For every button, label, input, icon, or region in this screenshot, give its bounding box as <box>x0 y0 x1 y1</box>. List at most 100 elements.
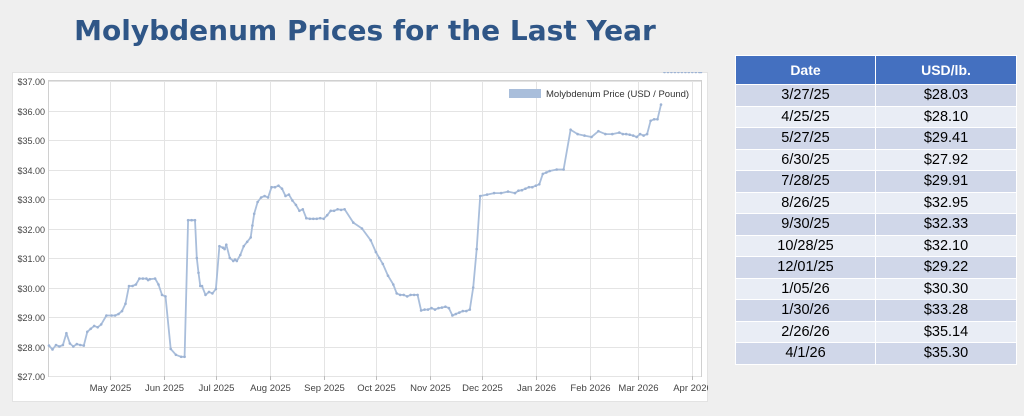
data-point <box>524 187 527 190</box>
data-point <box>110 314 113 317</box>
table-cell-price: $28.03 <box>875 84 1017 107</box>
data-point <box>193 218 197 222</box>
data-point <box>291 199 294 202</box>
table-cell-date: 12/01/25 <box>735 256 876 279</box>
data-point <box>458 311 461 314</box>
table-cell-price: $35.14 <box>875 320 1017 343</box>
data-point <box>548 169 551 173</box>
price-table: Date USD/lb. 3/27/25 $28.03 4/25/25 $28.10 5… <box>735 55 1017 365</box>
data-point <box>576 132 579 136</box>
data-point <box>223 247 226 251</box>
data-point <box>492 191 496 195</box>
data-point <box>61 343 65 347</box>
data-point <box>301 208 305 211</box>
data-point <box>666 72 670 74</box>
table-cell-price: $29.41 <box>875 127 1017 150</box>
data-point <box>433 308 437 311</box>
data-point <box>569 128 572 131</box>
data-point <box>534 184 538 187</box>
data-point <box>305 216 308 220</box>
data-point <box>92 324 96 328</box>
table-row: 4/1/26 $35.30 <box>735 342 1017 365</box>
data-point <box>287 193 291 196</box>
data-point <box>117 312 120 316</box>
y-axis: $27.00 $28.00 $29.00 $30.00 $31.00 $32.00 $33.… <box>17 77 45 382</box>
y-tick-label: $34.00 <box>17 166 45 176</box>
data-point <box>531 185 534 189</box>
data-point <box>694 72 698 74</box>
data-point <box>96 326 99 329</box>
data-point <box>649 119 652 123</box>
table-cell-date: 3/27/25 <box>735 84 876 107</box>
data-point <box>68 342 72 345</box>
data-point <box>378 256 381 260</box>
data-point <box>120 309 124 313</box>
x-tick-label: Jun 2025 <box>145 383 184 394</box>
data-point <box>266 196 270 199</box>
data-point <box>663 72 666 74</box>
x-tick-label: Jul 2025 <box>199 383 235 394</box>
data-point <box>691 72 694 74</box>
data-point <box>409 293 412 297</box>
data-point <box>597 129 600 133</box>
x-axis: May 2025 Jun 2025 Jul 2025 Aug 2025 Sep 2025… <box>90 376 708 394</box>
table-header-row: Date USD/lb. <box>735 55 1017 85</box>
price-chart: $27.00 $28.00 $29.00 $30.00 $31.00 $32.00 $33.… <box>12 72 708 402</box>
data-point <box>499 191 503 195</box>
data-point <box>256 200 259 204</box>
data-point <box>113 314 117 317</box>
data-point <box>89 327 92 331</box>
data-point <box>284 194 287 198</box>
data-point <box>471 286 475 289</box>
data-point <box>153 277 157 280</box>
table-row: 1/30/26 $33.28 <box>735 299 1017 322</box>
y-tick-label: $33.00 <box>17 195 45 205</box>
data-point <box>195 256 199 260</box>
data-point <box>339 208 343 212</box>
data-point <box>451 314 454 317</box>
data-point <box>211 292 214 295</box>
data-point <box>86 330 89 334</box>
data-point <box>280 187 284 190</box>
data-point <box>58 345 61 348</box>
table-cell-date: 6/30/25 <box>735 148 876 171</box>
table-cell-date: 1/05/26 <box>735 277 876 300</box>
page-title: Molybdenum Prices for the Last Year <box>74 14 656 47</box>
data-point <box>562 168 565 171</box>
data-point <box>127 284 131 288</box>
data-point <box>99 323 103 326</box>
data-point <box>343 208 346 211</box>
data-point <box>245 240 249 244</box>
x-tick-label: Apr 2026 <box>673 383 708 394</box>
data-point <box>325 213 329 217</box>
data-point <box>618 131 621 134</box>
data-point <box>402 293 406 297</box>
data-point <box>538 183 541 186</box>
data-point <box>541 172 545 176</box>
data-point <box>645 132 649 136</box>
data-point <box>699 72 703 74</box>
data-point <box>294 203 298 207</box>
data-point <box>141 277 145 280</box>
data-point <box>134 283 138 286</box>
table-cell-price: $27.92 <box>875 148 1017 171</box>
table-row: 4/25/25 $28.10 <box>735 105 1017 128</box>
data-point <box>506 190 510 193</box>
y-tick-label: $32.00 <box>17 225 45 235</box>
data-point <box>465 309 468 313</box>
data-point <box>263 194 266 198</box>
table-cell-date: 2/26/26 <box>735 320 876 343</box>
table-cell-price: $29.91 <box>875 170 1017 193</box>
data-point <box>386 274 390 277</box>
table-cell-price: $32.95 <box>875 191 1017 214</box>
data-point <box>164 295 167 298</box>
table-cell-price: $33.28 <box>875 299 1017 322</box>
data-point <box>251 224 254 227</box>
series <box>47 72 703 359</box>
data-point <box>426 308 430 311</box>
y-tick-label: $29.00 <box>17 313 45 323</box>
data-point <box>207 290 211 294</box>
data-point <box>179 355 183 359</box>
data-point <box>308 217 312 221</box>
data-point <box>430 306 433 310</box>
